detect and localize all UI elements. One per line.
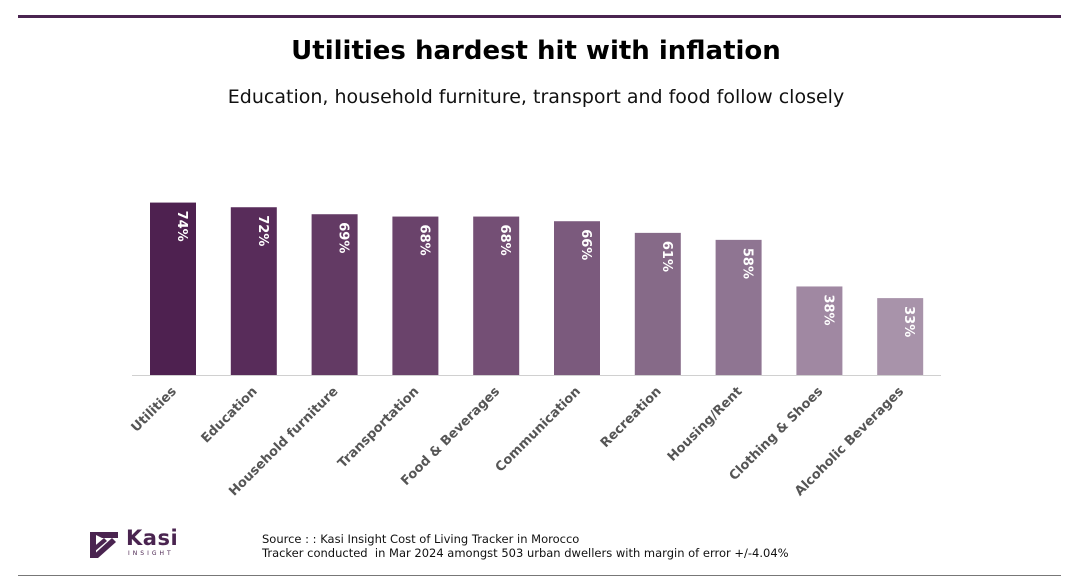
bar-education (230, 207, 277, 375)
data-label: 69% (336, 222, 351, 253)
chart-subtitle: Education, household furniture, transpor… (227, 86, 845, 108)
bar-communication (554, 221, 600, 375)
bar-alcoholic-beverages (877, 298, 924, 375)
bar-clothing-shoes (796, 286, 843, 375)
bar-transportation (392, 216, 439, 375)
source-line-2: Tracker conducted in Mar 2024 amongst 50… (262, 546, 789, 560)
top-rule (18, 15, 1061, 18)
source-note: Source : : Kasi Insight Cost of Living T… (262, 532, 789, 560)
data-label: 58% (740, 248, 755, 279)
tick-label: Recreation (598, 384, 665, 451)
chart-title: Utilities hardest hit with inflation (291, 36, 781, 66)
tick-label: Utilities (129, 384, 180, 435)
data-label: 66% (578, 229, 593, 260)
bottom-rule (18, 575, 1061, 576)
tick-label: Housing/Rent (665, 384, 746, 465)
bar-household-furniture (311, 214, 358, 375)
bar-recreation (634, 232, 681, 375)
tick-label: Communication (493, 384, 584, 475)
kasi-logo: Kasi INSIGHT (88, 526, 198, 562)
data-label: 33% (901, 306, 916, 337)
data-label: 38% (820, 294, 835, 325)
source-line-1: Source : : Kasi Insight Cost of Living T… (262, 532, 580, 546)
logo-name: Kasi (126, 526, 179, 550)
data-label: 74% (174, 211, 189, 242)
bar-food-beverages (473, 216, 520, 375)
bar-utilities (150, 202, 196, 375)
data-label: 72% (255, 215, 270, 246)
tick-label: Education (199, 384, 261, 446)
kasi-logo-icon (88, 528, 120, 560)
data-label: 61% (659, 241, 674, 272)
data-label: 68% (416, 225, 431, 256)
bar-housing-rent (715, 239, 762, 375)
logo-subtitle: INSIGHT (128, 550, 174, 557)
tick-label: Transportation (335, 384, 422, 471)
data-label: 68% (497, 225, 512, 256)
